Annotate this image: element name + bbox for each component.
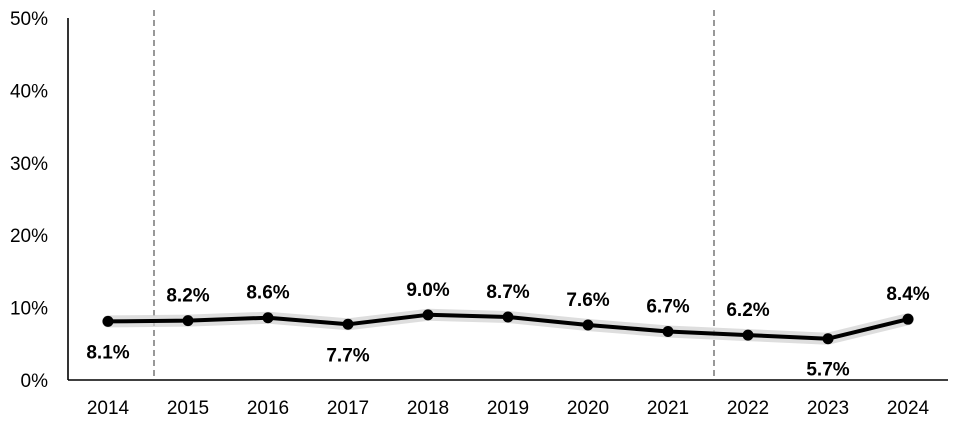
data-point-2020: [582, 319, 594, 331]
data-point-2021: [662, 325, 674, 337]
x-tick-label: 2023: [807, 398, 849, 419]
x-axis-ticks: 2014 2015 2016 2017 2018 2019 2020 2021 2022 2023…: [87, 398, 930, 419]
x-tick-label: 2021: [647, 398, 689, 419]
y-axis-ticks: 0% 10% 20% 30% 40% 50%: [10, 9, 48, 392]
x-tick-label: 2018: [407, 398, 449, 419]
data-point-2016: [262, 312, 274, 324]
x-tick-label: 2020: [567, 398, 609, 419]
data-point-2015: [182, 315, 194, 327]
data-label-2017: 7.7%: [326, 345, 369, 366]
reference-lines: [153, 10, 715, 380]
data-point-2014: [102, 315, 114, 327]
y-tick-label: 10%: [10, 299, 48, 320]
data-labels: 8.1% 8.2% 8.6% 7.7% 9.0% 8.7% 7.6% 6.7% 6.2% 5.7%…: [86, 280, 929, 381]
y-tick-label: 20%: [10, 226, 48, 247]
data-label-2016: 8.6%: [246, 283, 289, 304]
data-label-2022: 6.2%: [726, 300, 769, 321]
data-point-2018: [422, 309, 434, 321]
data-label-2014: 8.1%: [86, 342, 129, 363]
x-tick-label: 2017: [327, 398, 369, 419]
data-label-2021: 6.7%: [646, 296, 689, 317]
y-tick-label: 50%: [10, 9, 48, 30]
x-tick-label: 2015: [167, 398, 209, 419]
x-tick-label: 2019: [487, 398, 529, 419]
axes: [67, 18, 948, 381]
data-label-2023: 5.7%: [806, 360, 849, 381]
data-point-2024: [902, 313, 914, 325]
x-tick-label: 2016: [247, 398, 289, 419]
y-tick-label: 0%: [21, 371, 49, 392]
y-tick-label: 40%: [10, 81, 48, 102]
data-label-2018: 9.0%: [406, 280, 449, 301]
data-point-2019: [502, 311, 514, 323]
data-point-2017: [342, 318, 354, 330]
data-label-2024: 8.4%: [886, 284, 929, 305]
data-point-2022: [742, 329, 754, 341]
data-label-2020: 7.6%: [566, 290, 609, 311]
data-point-2023: [822, 333, 834, 345]
x-tick-label: 2014: [87, 398, 130, 419]
series-plot: [102, 308, 914, 345]
data-label-2015: 8.2%: [166, 286, 209, 307]
data-label-2019: 8.7%: [486, 282, 529, 303]
x-tick-label: 2022: [727, 398, 769, 419]
y-tick-label: 30%: [10, 154, 48, 175]
x-tick-label: 2024: [887, 398, 930, 419]
